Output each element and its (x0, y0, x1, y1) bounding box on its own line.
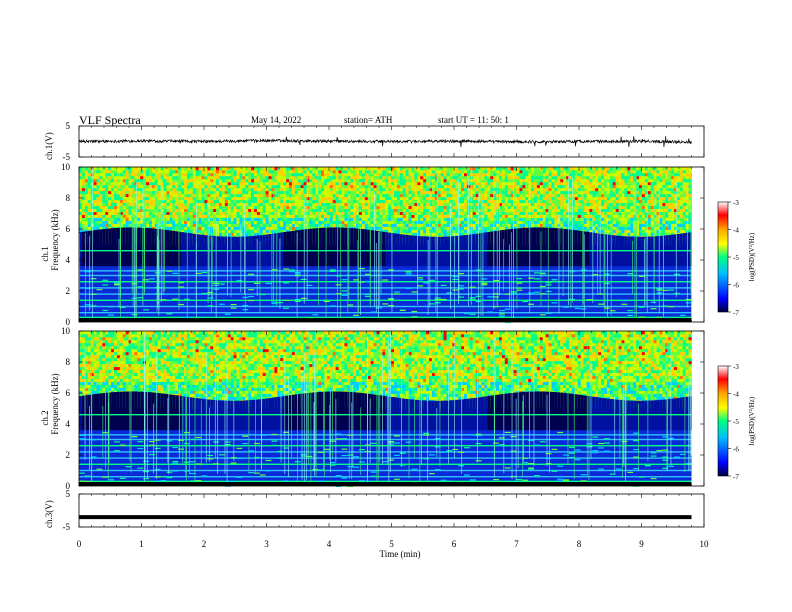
ch1_spec-ytick-label: 6 (66, 224, 71, 234)
ch3-waveform-panel: 5 -5 (63, 489, 705, 532)
x-tick-label: 4 (327, 539, 332, 549)
ch2_spec-ytick-label: 8 (66, 357, 71, 367)
colorbar-scale (717, 201, 729, 313)
colorbar-tick-label: -6 (733, 282, 739, 290)
start-time-label: start UT = 11: 50: 1 (438, 115, 509, 125)
colorbar-tick-label: -3 (733, 199, 739, 207)
ch1_spec-ytick-label: 2 (66, 286, 71, 296)
ch1-spectrogram-ylabel-frequency: Frequency (kHz) (50, 209, 60, 270)
colorbar-tick-label: -4 (733, 391, 739, 399)
ch2_spec-ytick-label: 10 (61, 326, 71, 336)
ch1-colorbar: -3 -4 -5 -6 -7 log(PSD)(V²/Hz) (717, 199, 756, 317)
ch1-waveform-ytick-label: 5 (66, 121, 71, 131)
ch1-spectrogram-panel: 0 2 4 6 8 10 (61, 162, 705, 327)
colorbar-tick-label: -5 (733, 418, 739, 426)
ch2_spec-ytick-label: 0 (66, 481, 71, 491)
colorbar-tick-label: -7 (733, 473, 739, 481)
time-axis: 0 1 2 3 4 5 6 7 8 9 10 (77, 539, 709, 549)
x-tick-label: 9 (639, 539, 644, 549)
colorbar-label: log(PSD)(V²/Hz) (748, 232, 756, 281)
figure-title: VLF Spectra (79, 113, 141, 127)
x-tick-label: 1 (139, 539, 144, 549)
ch2_spec-ytick-label: 6 (66, 388, 71, 398)
colorbar-tick-label: -5 (733, 254, 739, 262)
ch1-waveform-line (78, 136, 692, 148)
x-tick-label: 0 (77, 539, 82, 549)
x-tick-label: 10 (700, 539, 710, 549)
colorbar-tick-label: -6 (733, 446, 739, 454)
ch1-waveform-ytick-label: -5 (63, 152, 71, 162)
ch2-spectrogram-ylabel-channel: ch.2 (40, 410, 50, 425)
colorbar-tick-label: -4 (733, 227, 739, 235)
ch3-waveform-ytick-label: 5 (66, 489, 71, 499)
date-label: May 14, 2022 (251, 115, 301, 125)
ch1_spec-ytick-label: 8 (66, 193, 71, 203)
ch1-waveform-panel: 5 -5 (63, 121, 705, 162)
ch2-spectrogram-panel: 0 2 4 6 8 10 (61, 326, 705, 491)
ch3-waveform-ylabel: ch.3(V) (44, 500, 54, 528)
x-tick-label: 2 (202, 539, 207, 549)
ch2_spec-ytick-label: 2 (66, 450, 71, 460)
ch1-spectrogram-ylabel-channel: ch.1 (40, 246, 50, 261)
ch2-colorbar: -3 -4 -5 -6 -7 log(PSD)(V²/Hz) (717, 363, 756, 481)
colorbar-tick-label: -7 (733, 309, 739, 317)
colorbar-scale (717, 365, 729, 477)
ch1_spec-ytick-label: 10 (61, 162, 71, 172)
colorbar-label: log(PSD)(V²/Hz) (748, 396, 756, 445)
x-axis-label: Time (min) (380, 549, 421, 559)
x-tick-label: 3 (264, 539, 269, 549)
x-tick-label: 6 (452, 539, 457, 549)
x-tick-label: 8 (577, 539, 582, 549)
ch1-waveform-ylabel: ch.1(V) (44, 132, 54, 160)
station-label: station= ATH (344, 115, 393, 125)
colorbar-tick-label: -3 (733, 363, 739, 371)
ch3-waveform-ytick-label: -5 (63, 522, 71, 532)
ch1_spec-ytick-label: 0 (66, 317, 71, 327)
ch2-spectrogram-ylabel-frequency: Frequency (kHz) (50, 373, 60, 434)
ch1_spec-ytick-label: 4 (66, 255, 71, 265)
ch2_spec-ytick-label: 4 (66, 419, 71, 429)
x-tick-label: 7 (514, 539, 519, 549)
x-tick-label: 5 (389, 539, 394, 549)
